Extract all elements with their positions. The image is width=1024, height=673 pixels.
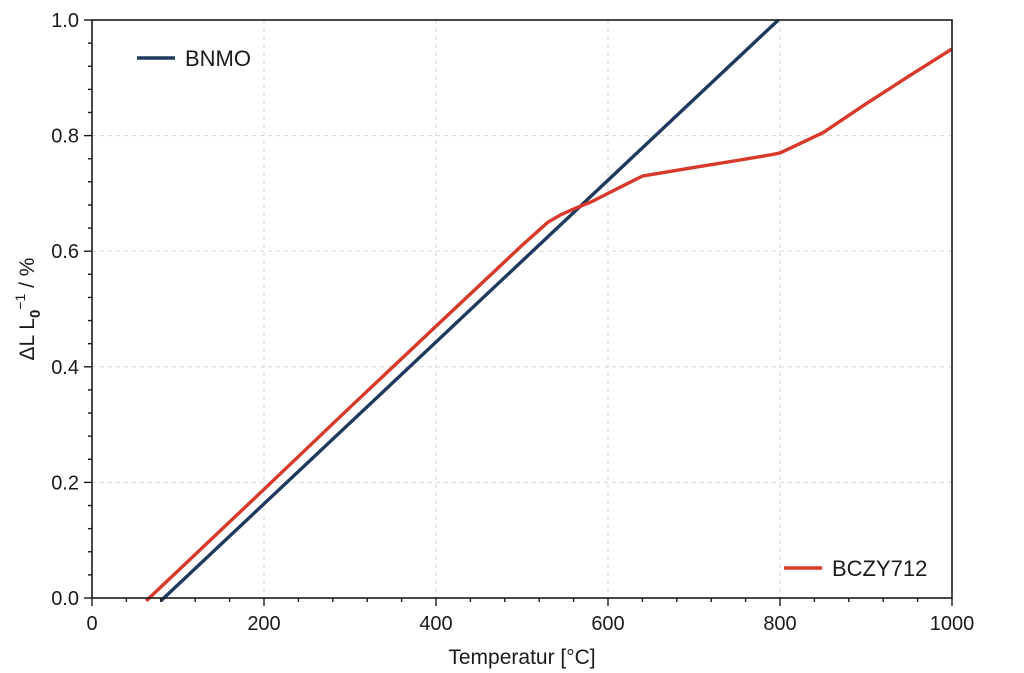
y-tick-label: 0.2 xyxy=(51,472,79,494)
x-tick-label: 200 xyxy=(247,613,280,635)
series-line-bczy712 xyxy=(145,47,953,603)
legend-label-bczy712: BCZY712 xyxy=(832,556,927,581)
plot-frame xyxy=(91,19,953,599)
y-tick-label: 0.4 xyxy=(51,357,79,379)
x-axis-label: Temperatur [°C] xyxy=(448,646,595,669)
axis-ticks xyxy=(84,19,953,606)
y-axis-label-superscript: −1 xyxy=(12,294,28,310)
x-tick-label: 1000 xyxy=(930,613,975,635)
legend-label-bnmo: BNMO xyxy=(185,46,251,71)
x-tick-label: 600 xyxy=(591,613,624,635)
x-tick-label: 400 xyxy=(419,613,452,635)
y-axis-label-suffix: / % xyxy=(16,258,39,294)
grid xyxy=(92,20,952,598)
tick-labels: 0 200 400 600 800 1000 0.0 0.2 0.4 0.6 0.8 1.0 xyxy=(51,10,974,635)
series-line-bnmo xyxy=(159,19,780,603)
series-lines xyxy=(145,19,953,603)
y-tick-label: 0.0 xyxy=(51,588,79,610)
y-axis-label-prefix: ΔL L xyxy=(16,318,39,360)
y-tick-label: 0.6 xyxy=(51,241,79,263)
x-tick-label: 0 xyxy=(86,613,97,635)
y-axis-label-subscript: 0 xyxy=(27,310,44,318)
legend: BNMO BCZY712 xyxy=(137,46,927,581)
y-tick-label: 0.8 xyxy=(51,126,79,148)
x-tick-label: 800 xyxy=(763,613,796,635)
y-axis-label: ΔL L0−1 / % xyxy=(12,258,44,361)
y-tick-label: 1.0 xyxy=(51,10,79,32)
